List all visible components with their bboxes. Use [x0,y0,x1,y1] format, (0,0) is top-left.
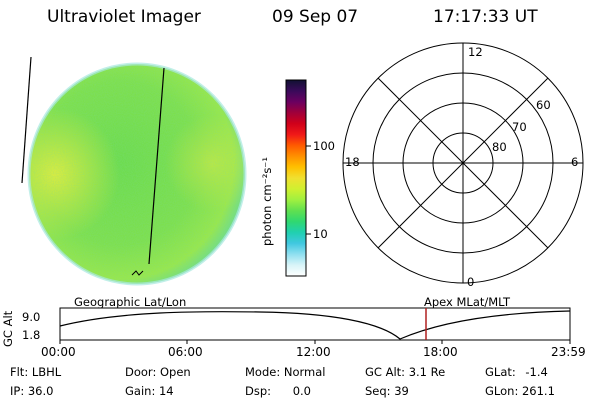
time-label: 17:17:33 UT [433,7,538,27]
colorbar-units: photon cm⁻²s⁻¹ [260,157,274,246]
timeline-xtick-label: 23:59 [551,345,586,359]
info-ip: IP: 36.0 [10,384,54,398]
colorbar-label-10: 10 [313,227,328,241]
timeline-right-caption: Apex MLat/MLT [424,295,511,309]
timeline-xtick-label: 00:00 [41,345,76,359]
polar-diagonal-2 [377,77,549,249]
timeline-left-caption: Geographic Lat/Lon [74,295,187,309]
lat-label-70: 70 [512,120,527,134]
info-door: Door: Open [125,365,191,379]
mlt-label-18: 18 [345,155,360,169]
timeline-xtick-label: 06:00 [168,345,203,359]
timeline-xtick-label: 12:00 [296,345,331,359]
color-bar [285,79,311,277]
info-glon: GLon: 261.1 [485,384,555,398]
mlt-label-0: 0 [467,275,475,289]
info-flt: Flt: LBHL [10,365,62,379]
polar-mlt-plot [342,42,584,284]
timeline-ytick-bottom: 1.8 [22,328,41,342]
colorbar-label-100: 100 [313,139,335,153]
info-seq: Seq: 39 [365,384,409,398]
info-mode: Mode: Normal [245,365,326,379]
timeline-ylabel: GC Alt [1,310,15,347]
uv-earth-disk [21,56,247,286]
altitude-curve [59,310,571,340]
timeline-xtick-label: 18:00 [423,345,458,359]
instrument-title: Ultraviolet Imager [47,7,201,27]
lat-label-80: 80 [492,140,507,154]
info-glat: GLat: -1.4 [485,365,548,379]
info-gain: Gain: 14 [125,384,174,398]
info-gc-alt: GC Alt: 3.1 Re [365,365,446,379]
mlt-label-6: 6 [571,155,579,169]
date-label: 09 Sep 07 [272,7,359,27]
timeline-ytick-top: 9.0 [22,310,41,324]
info-dsp: Dsp: 0.0 [245,384,311,398]
mlt-label-12: 12 [468,45,483,59]
lat-label-60: 60 [536,98,551,112]
altitude-timeline [59,307,571,344]
